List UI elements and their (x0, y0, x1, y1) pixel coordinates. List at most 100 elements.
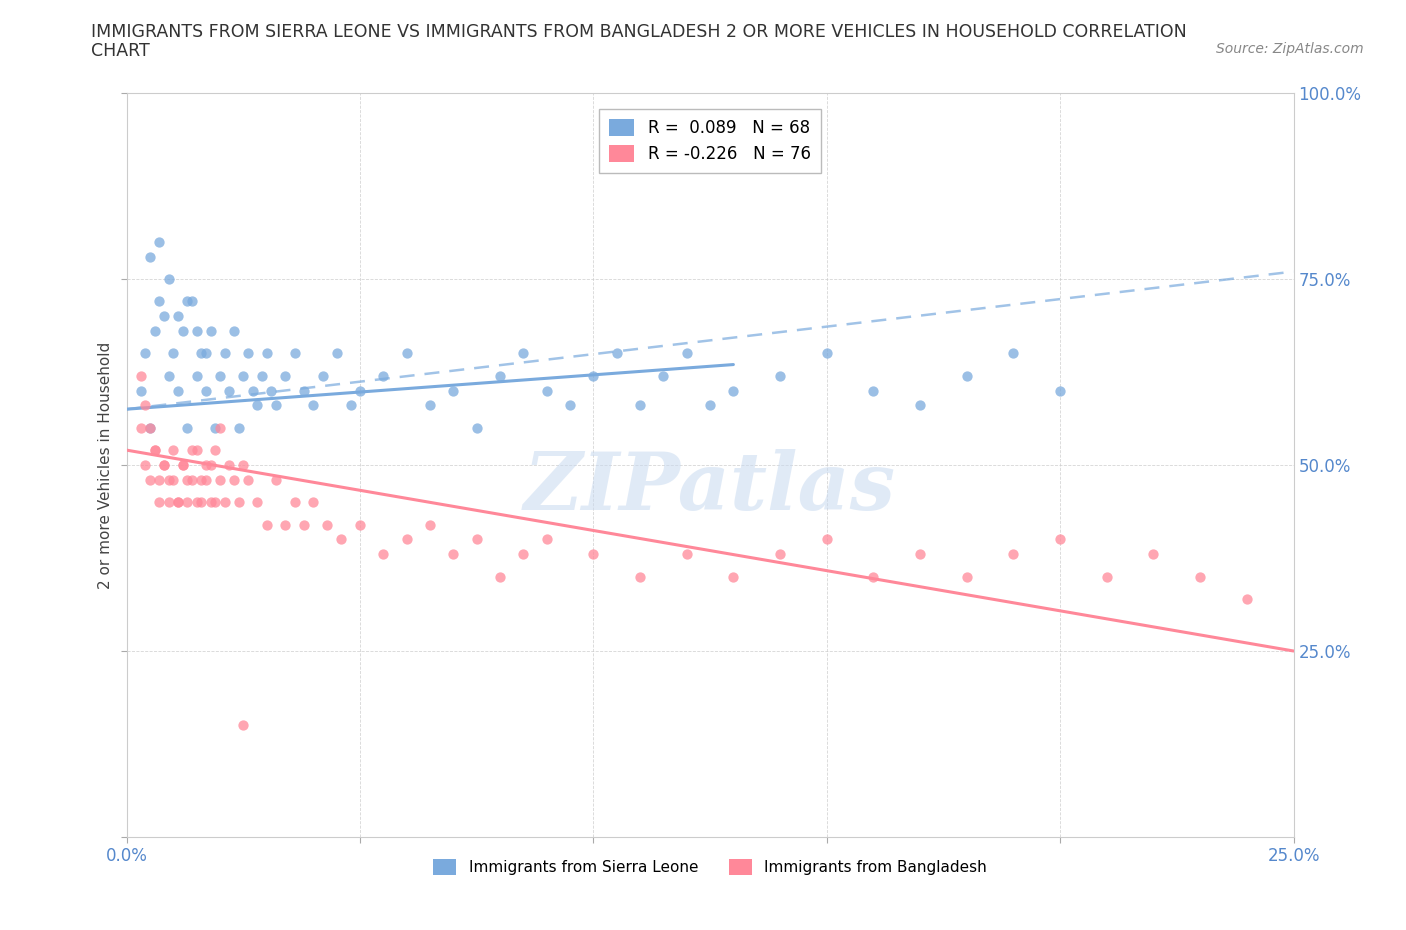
Point (292, 517, 315, 532)
Point (652, 368, 675, 383)
Point (628, 569, 651, 584)
Text: Source: ZipAtlas.com: Source: ZipAtlas.com (1216, 42, 1364, 56)
Point (200, 495, 222, 510)
Point (172, 324, 194, 339)
Point (208, 472, 231, 487)
Point (186, 324, 208, 339)
Point (153, 458, 176, 472)
Point (162, 472, 184, 487)
Point (441, 383, 464, 398)
Point (143, 324, 166, 339)
Point (330, 532, 353, 547)
Point (769, 547, 792, 562)
Point (260, 383, 283, 398)
Point (489, 569, 512, 584)
Point (153, 309, 176, 324)
Point (214, 346, 236, 361)
Point (628, 398, 651, 413)
Point (536, 383, 558, 398)
Text: IMMIGRANTS FROM SIERRA LEONE VS IMMIGRANTS FROM BANGLADESH 2 OR MORE VEHICLES IN: IMMIGRANTS FROM SIERRA LEONE VS IMMIGRAN… (91, 23, 1187, 41)
Point (512, 346, 534, 361)
Text: ZIPatlas: ZIPatlas (524, 448, 896, 526)
Point (218, 458, 240, 472)
Point (606, 346, 628, 361)
Point (956, 569, 979, 584)
Point (256, 346, 278, 361)
Point (186, 443, 208, 458)
Point (419, 398, 441, 413)
Point (172, 458, 194, 472)
Point (1236, 591, 1258, 606)
Point (228, 420, 250, 435)
Point (134, 458, 156, 472)
Point (180, 294, 202, 309)
Point (675, 346, 697, 361)
Point (139, 420, 162, 435)
Point (157, 368, 180, 383)
Point (419, 517, 441, 532)
Text: CHART: CHART (91, 42, 150, 60)
Point (465, 420, 488, 435)
Point (204, 420, 226, 435)
Point (1049, 383, 1071, 398)
Point (956, 368, 979, 383)
Point (208, 368, 231, 383)
Point (222, 472, 245, 487)
Point (395, 532, 418, 547)
Point (908, 547, 931, 562)
Point (194, 472, 217, 487)
Point (148, 472, 170, 487)
Legend: Immigrants from Sierra Leone, Immigrants from Bangladesh: Immigrants from Sierra Leone, Immigrants… (427, 853, 993, 882)
Point (194, 346, 217, 361)
Point (176, 420, 198, 435)
Point (167, 495, 190, 510)
Point (236, 346, 259, 361)
Point (316, 517, 339, 532)
Point (172, 458, 194, 472)
Point (204, 495, 226, 510)
Point (228, 495, 250, 510)
Point (325, 346, 347, 361)
Point (512, 547, 534, 562)
Point (143, 443, 166, 458)
Point (302, 495, 325, 510)
Point (1189, 569, 1212, 584)
Point (129, 420, 152, 435)
Point (302, 398, 325, 413)
Point (134, 346, 156, 361)
Point (176, 495, 198, 510)
Point (157, 495, 180, 510)
Point (339, 398, 361, 413)
Point (1002, 346, 1025, 361)
Point (190, 495, 212, 510)
Point (190, 346, 212, 361)
Point (134, 398, 156, 413)
Point (349, 383, 371, 398)
Point (214, 495, 236, 510)
Point (153, 458, 176, 472)
Point (148, 294, 170, 309)
Point (167, 383, 190, 398)
Point (200, 324, 222, 339)
Point (723, 569, 745, 584)
Point (218, 383, 240, 398)
Point (862, 569, 884, 584)
Point (157, 272, 180, 286)
Point (699, 398, 721, 413)
Point (162, 346, 184, 361)
Point (194, 458, 217, 472)
Point (582, 368, 605, 383)
Point (1049, 532, 1071, 547)
Point (465, 532, 488, 547)
Point (232, 368, 254, 383)
Point (1142, 547, 1164, 562)
Point (222, 324, 245, 339)
Point (242, 383, 264, 398)
Point (311, 368, 333, 383)
Point (284, 495, 307, 510)
Point (274, 368, 297, 383)
Point (675, 547, 697, 562)
Point (204, 443, 226, 458)
Point (208, 420, 231, 435)
Point (373, 368, 395, 383)
